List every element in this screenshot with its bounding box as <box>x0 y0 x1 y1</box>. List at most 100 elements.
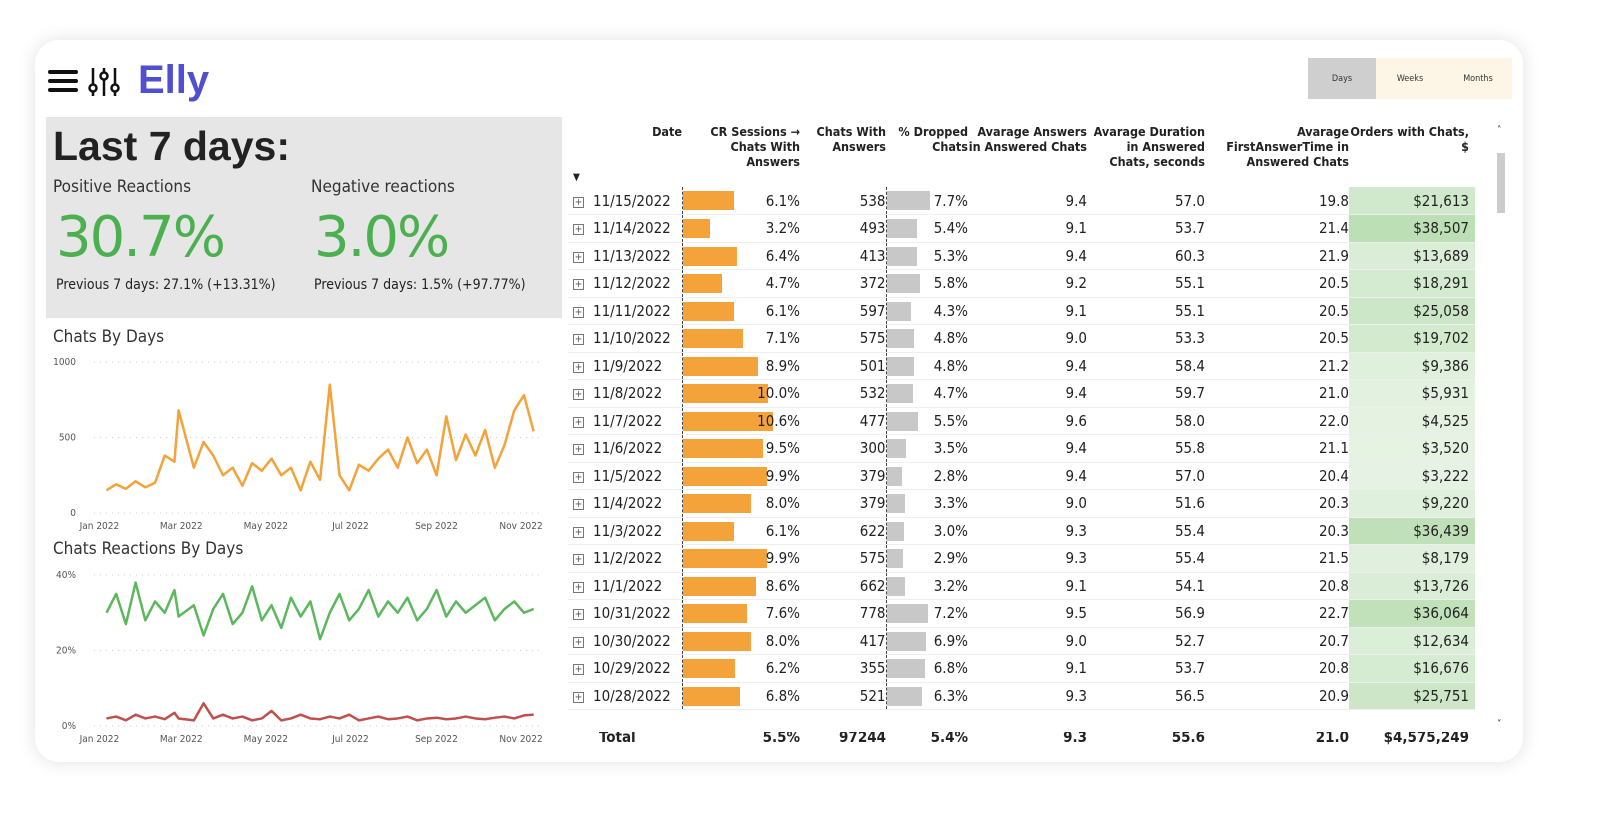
cell-value: $36,439 <box>1413 521 1469 540</box>
expand-row-icon[interactable]: + <box>573 664 584 676</box>
cell-value: 662 <box>859 576 886 595</box>
cell-value: 7.2% <box>933 604 968 623</box>
cell-0: +11/8/2022 <box>568 379 682 408</box>
cell-6: 21.9 <box>1205 242 1349 270</box>
expand-row-icon[interactable]: + <box>573 306 584 318</box>
expand-row-icon[interactable]: + <box>573 471 584 483</box>
sort-descending-icon[interactable]: ▼ <box>573 172 580 183</box>
cell-value: 6.4% <box>765 246 800 265</box>
cell-7: $4,575,249 <box>1349 724 1475 750</box>
slicer-days[interactable]: Days <box>1308 58 1376 99</box>
cell-6: 20.5 <box>1205 324 1349 353</box>
cell-7: $8,179 <box>1349 544 1475 573</box>
cell-value: 9.1 <box>1065 219 1087 238</box>
cell-4: 9.4 <box>968 187 1087 215</box>
column-header[interactable]: Avarage FirstAnswerTime in Answered Chat… <box>1226 124 1349 169</box>
expand-row-icon[interactable]: + <box>573 581 584 593</box>
scroll-down-icon[interactable]: ˅ <box>1497 719 1502 730</box>
cell-value: 11/9/2022 <box>593 356 663 375</box>
expand-row-icon[interactable]: + <box>573 609 584 621</box>
column-header[interactable]: Orders with Chats, $ <box>1350 124 1469 154</box>
cell-5: 55.1 <box>1087 297 1205 325</box>
negative-previous: Previous 7 days: 1.5% (+97.77%) <box>314 277 526 293</box>
cell-3: 4.7% <box>885 379 968 408</box>
hamburger-menu-icon[interactable] <box>48 70 78 94</box>
cell-value: 10.0% <box>757 384 800 403</box>
cell-6: 20.8 <box>1205 654 1349 683</box>
cell-value: 3.2% <box>765 219 800 238</box>
cell-value: 11/11/2022 <box>593 301 671 320</box>
expand-row-icon[interactable]: + <box>573 499 584 511</box>
cell-7: $4,525 <box>1349 407 1475 435</box>
slicer-weeks[interactable]: Weeks <box>1376 58 1444 99</box>
cell-value: $12,634 <box>1413 631 1469 650</box>
cell-value: 11/10/2022 <box>593 329 671 348</box>
cell-2: 538 <box>800 187 886 215</box>
cr-bar <box>682 466 767 486</box>
cell-value: 20.5 <box>1318 329 1349 348</box>
cell-value: 9.1 <box>1065 301 1087 320</box>
expand-row-icon[interactable]: + <box>573 361 584 373</box>
expand-row-icon[interactable]: + <box>573 224 584 236</box>
dropped-bar <box>886 411 918 431</box>
row-clip <box>568 718 1488 732</box>
expand-row-icon[interactable]: + <box>573 251 584 263</box>
expand-row-icon[interactable]: + <box>573 554 584 566</box>
expand-row-icon[interactable]: + <box>573 444 584 456</box>
cell-7: $25,751 <box>1349 682 1475 710</box>
cell-value: $21,613 <box>1413 191 1469 210</box>
cell-1: 10.6% <box>681 407 800 435</box>
cell-7: $19,702 <box>1349 324 1475 353</box>
expand-row-icon[interactable]: + <box>573 691 584 703</box>
table-row: +11/5/2022 9.9% 379 2.8% 9.4 57.0 20.4 $3,222 <box>568 462 1475 490</box>
expand-row-icon[interactable]: + <box>573 416 584 428</box>
table-row: +11/11/2022 6.1% 597 4.3% 9.1 55.1 20.5 $25,058 <box>568 297 1475 325</box>
filter-sliders-icon[interactable] <box>88 67 120 97</box>
slicer-months[interactable]: Months <box>1444 58 1512 99</box>
scroll-thumb[interactable] <box>1497 153 1505 213</box>
cell-4: 9.4 <box>968 462 1087 490</box>
column-header[interactable]: Chats With Answers <box>816 124 886 154</box>
cr-bar <box>682 411 773 431</box>
cell-3: 3.0% <box>885 517 968 545</box>
cell-value: 413 <box>859 246 886 265</box>
cell-6: 20.8 <box>1205 572 1349 600</box>
expand-row-icon[interactable]: + <box>573 526 584 538</box>
expand-row-icon[interactable]: + <box>573 196 584 208</box>
scroll-up-icon[interactable]: ˄ <box>1497 125 1502 136</box>
cell-5: 58.4 <box>1087 352 1205 380</box>
cell-5: 54.1 <box>1087 572 1205 600</box>
column-header[interactable]: % Dropped Chats <box>898 124 968 154</box>
cell-value: 57.0 <box>1174 466 1205 485</box>
cell-value: 4.3% <box>933 301 968 320</box>
dropped-bar <box>886 301 911 321</box>
cell-value: 53.3 <box>1174 329 1205 348</box>
expand-row-icon[interactable]: + <box>573 334 584 346</box>
cell-4: 9.1 <box>968 214 1087 243</box>
cell-value: 521 <box>859 686 886 705</box>
cell-3: 2.9% <box>885 544 968 573</box>
cell-5: 53.3 <box>1087 324 1205 353</box>
expand-row-icon[interactable]: + <box>573 389 584 401</box>
expand-row-icon[interactable]: + <box>573 279 584 291</box>
cr-bar <box>682 219 710 238</box>
cell-6: 22.7 <box>1205 599 1349 628</box>
cell-3: 6.8% <box>885 654 968 683</box>
metrics-table: Date CR Sessions → Chats With Answers Chat… <box>568 122 1475 750</box>
column-header[interactable]: Date <box>652 124 682 139</box>
cell-value: 20.7 <box>1318 631 1349 650</box>
cell-value: 3.2% <box>933 576 968 595</box>
column-header[interactable]: Avarage Answers in Answered Chats <box>968 124 1087 154</box>
cell-6: 21.2 <box>1205 352 1349 380</box>
column-header[interactable]: Avarage Duration in Answered Chats, seco… <box>1093 124 1205 169</box>
table-row: +10/29/2022 6.2% 355 6.8% 9.1 53.7 20.8 $16,676 <box>568 654 1475 683</box>
cell-value: 55.8 <box>1174 439 1205 458</box>
table-row: +10/30/2022 8.0% 417 6.9% 9.0 52.7 20.7 $12,634 <box>568 627 1475 655</box>
cell-value: 7.7% <box>933 191 968 210</box>
x-tick-label: Jul 2022 <box>331 521 369 532</box>
cell-0: Total <box>568 724 682 750</box>
table-scrollbar[interactable]: ˄ ˅ <box>1495 125 1507 730</box>
column-header[interactable]: CR Sessions → Chats With Answers <box>710 124 800 169</box>
expand-row-icon[interactable]: + <box>573 636 584 648</box>
cell-value: 52.7 <box>1174 631 1205 650</box>
